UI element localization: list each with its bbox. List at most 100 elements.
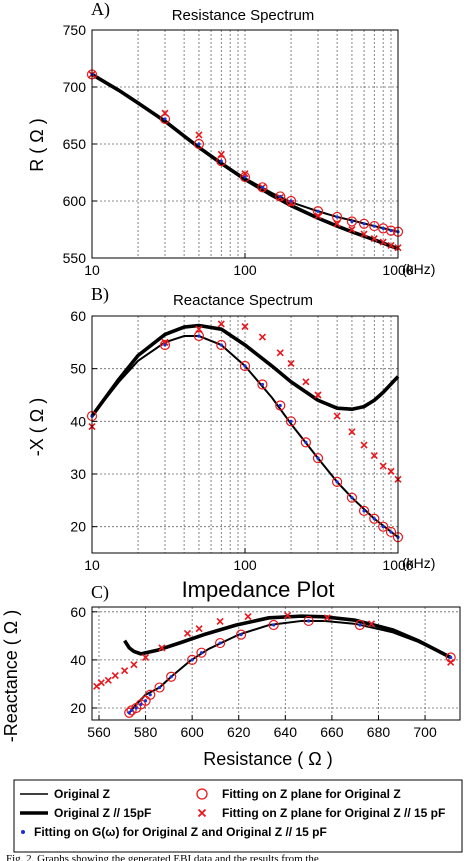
fit-x-marker — [217, 320, 225, 328]
fit-circle-marker — [358, 505, 370, 516]
fit-circle-marker — [145, 689, 156, 700]
fit-circle-marker — [275, 191, 286, 202]
impedance-plot-panel: C) Impedance Plot -Reactance ( Ω ) Resis… — [1, 577, 461, 769]
fit-dot-marker — [362, 222, 366, 226]
fit-x-marker — [276, 349, 284, 357]
legend-label: Original Z — [54, 787, 110, 801]
fit-circle-marker — [257, 379, 268, 390]
fit-x-marker — [241, 170, 249, 178]
fit-dot-marker — [239, 633, 243, 637]
fit-circle-marker — [159, 339, 171, 351]
fit-circle-marker — [369, 513, 380, 524]
fit-x-marker — [387, 241, 395, 250]
fit-circle-marker — [257, 182, 268, 193]
fit-circle-marker — [358, 218, 370, 229]
fit-circle-marker — [124, 707, 135, 718]
fit-dot-marker — [278, 403, 282, 408]
fit-x-marker — [244, 613, 252, 621]
x-tick-label: 10 — [84, 557, 100, 573]
y-tick-label: 60 — [70, 308, 86, 324]
reactance-y-axis-label: -X ( Ω ) — [27, 398, 47, 456]
fit-dot-marker — [169, 675, 173, 679]
fit-x-marker — [333, 220, 341, 228]
figure-caption: Fig. 2. Graphs showing the generated EBI… — [6, 853, 319, 861]
fit-dot-marker — [335, 480, 339, 484]
fit-circle-marker — [312, 206, 324, 217]
legend-swatch-dot — [21, 830, 25, 834]
y-tick-label: 550 — [63, 250, 87, 266]
fit-x-marker — [348, 225, 356, 234]
reactance-series — [86, 320, 404, 543]
fit-dot-marker — [278, 194, 282, 199]
fit-x-marker — [195, 131, 203, 139]
y-tick-label: 60 — [70, 604, 86, 620]
fit-x-marker — [360, 230, 368, 238]
fit-dot-marker — [157, 685, 162, 690]
fit-x-marker — [217, 150, 225, 158]
x-tick-label: 1000 — [382, 262, 413, 278]
fit-circle-marker — [378, 521, 389, 532]
fit-dot-marker — [197, 334, 201, 338]
fit-dot-marker — [316, 209, 320, 213]
fit-dot-marker — [139, 702, 143, 706]
reactance-chart-title: Reactance Spectrum — [173, 292, 313, 309]
fit-dot-marker — [350, 496, 354, 500]
fit-x-marker — [379, 238, 387, 246]
panel-label-c: C) — [91, 582, 109, 603]
series-line-thin-line — [128, 619, 452, 714]
fit-x-marker — [158, 644, 166, 652]
fit-dot-marker — [307, 619, 311, 623]
x-tick-label: 100 — [233, 262, 257, 278]
fit-circle-marker — [385, 225, 397, 236]
legend-frame — [13, 779, 463, 853]
fit-dot-marker — [163, 343, 167, 347]
fit-x-marker — [111, 671, 119, 680]
impedance-plot-frame — [91, 606, 461, 721]
y-tick-label: 20 — [70, 700, 86, 716]
fit-circle-marker — [285, 416, 297, 427]
fit-dot-marker — [381, 226, 385, 230]
reactance-spectrum-panel: B) Reactance Spectrum -X ( Ω ) (kHz) 10 1… — [27, 284, 435, 573]
fit-circle-marker — [303, 615, 314, 627]
x-tick-label: 10 — [84, 262, 100, 278]
panel-label-b: B) — [91, 284, 109, 305]
x-tick-label: 680 — [367, 724, 391, 740]
resistance-x-unit: (kHz) — [402, 261, 435, 277]
fit-x-marker — [367, 620, 376, 628]
fit-dot-marker — [389, 229, 393, 233]
fit-dot-marker — [190, 658, 194, 662]
resistance-plot-frame — [91, 29, 399, 259]
fit-circle-marker — [275, 400, 286, 411]
fit-dot-marker — [148, 693, 152, 697]
x-tick-label: 580 — [134, 724, 158, 740]
x-tick-label: 640 — [274, 724, 298, 740]
series-line-thick-line — [90, 323, 400, 418]
fit-x-marker — [97, 679, 105, 687]
fit-x-marker — [323, 614, 331, 622]
impedance-chart-title: Impedance Plot — [182, 577, 335, 602]
fit-dot-marker — [260, 185, 265, 189]
fit-dot-marker — [134, 706, 138, 710]
resistance-grid — [92, 30, 398, 258]
fit-x-marker — [241, 322, 249, 331]
fit-dot-marker — [449, 655, 453, 660]
fit-x-marker — [370, 452, 378, 460]
fit-x-marker — [121, 667, 129, 675]
fit-circle-marker — [268, 619, 279, 631]
fit-x-marker — [314, 391, 322, 399]
fit-dot-marker — [362, 509, 366, 513]
fit-x-marker — [142, 653, 150, 662]
fit-dot-marker — [218, 641, 222, 645]
fit-circle-marker — [385, 526, 397, 538]
fit-circle-marker — [215, 637, 226, 649]
y-tick-label: 600 — [63, 193, 87, 209]
y-tick-label: 40 — [70, 413, 86, 429]
series-line-thick-line — [123, 614, 452, 660]
fit-x-marker — [387, 467, 395, 475]
impedance-ticks: 560 580 600 620 640 660 680 700 20 40 60 — [70, 604, 437, 740]
fit-x-marker — [370, 235, 378, 243]
fit-circle-marker — [312, 453, 324, 464]
fit-x-marker — [258, 333, 266, 341]
fit-circle-marker — [126, 705, 137, 716]
